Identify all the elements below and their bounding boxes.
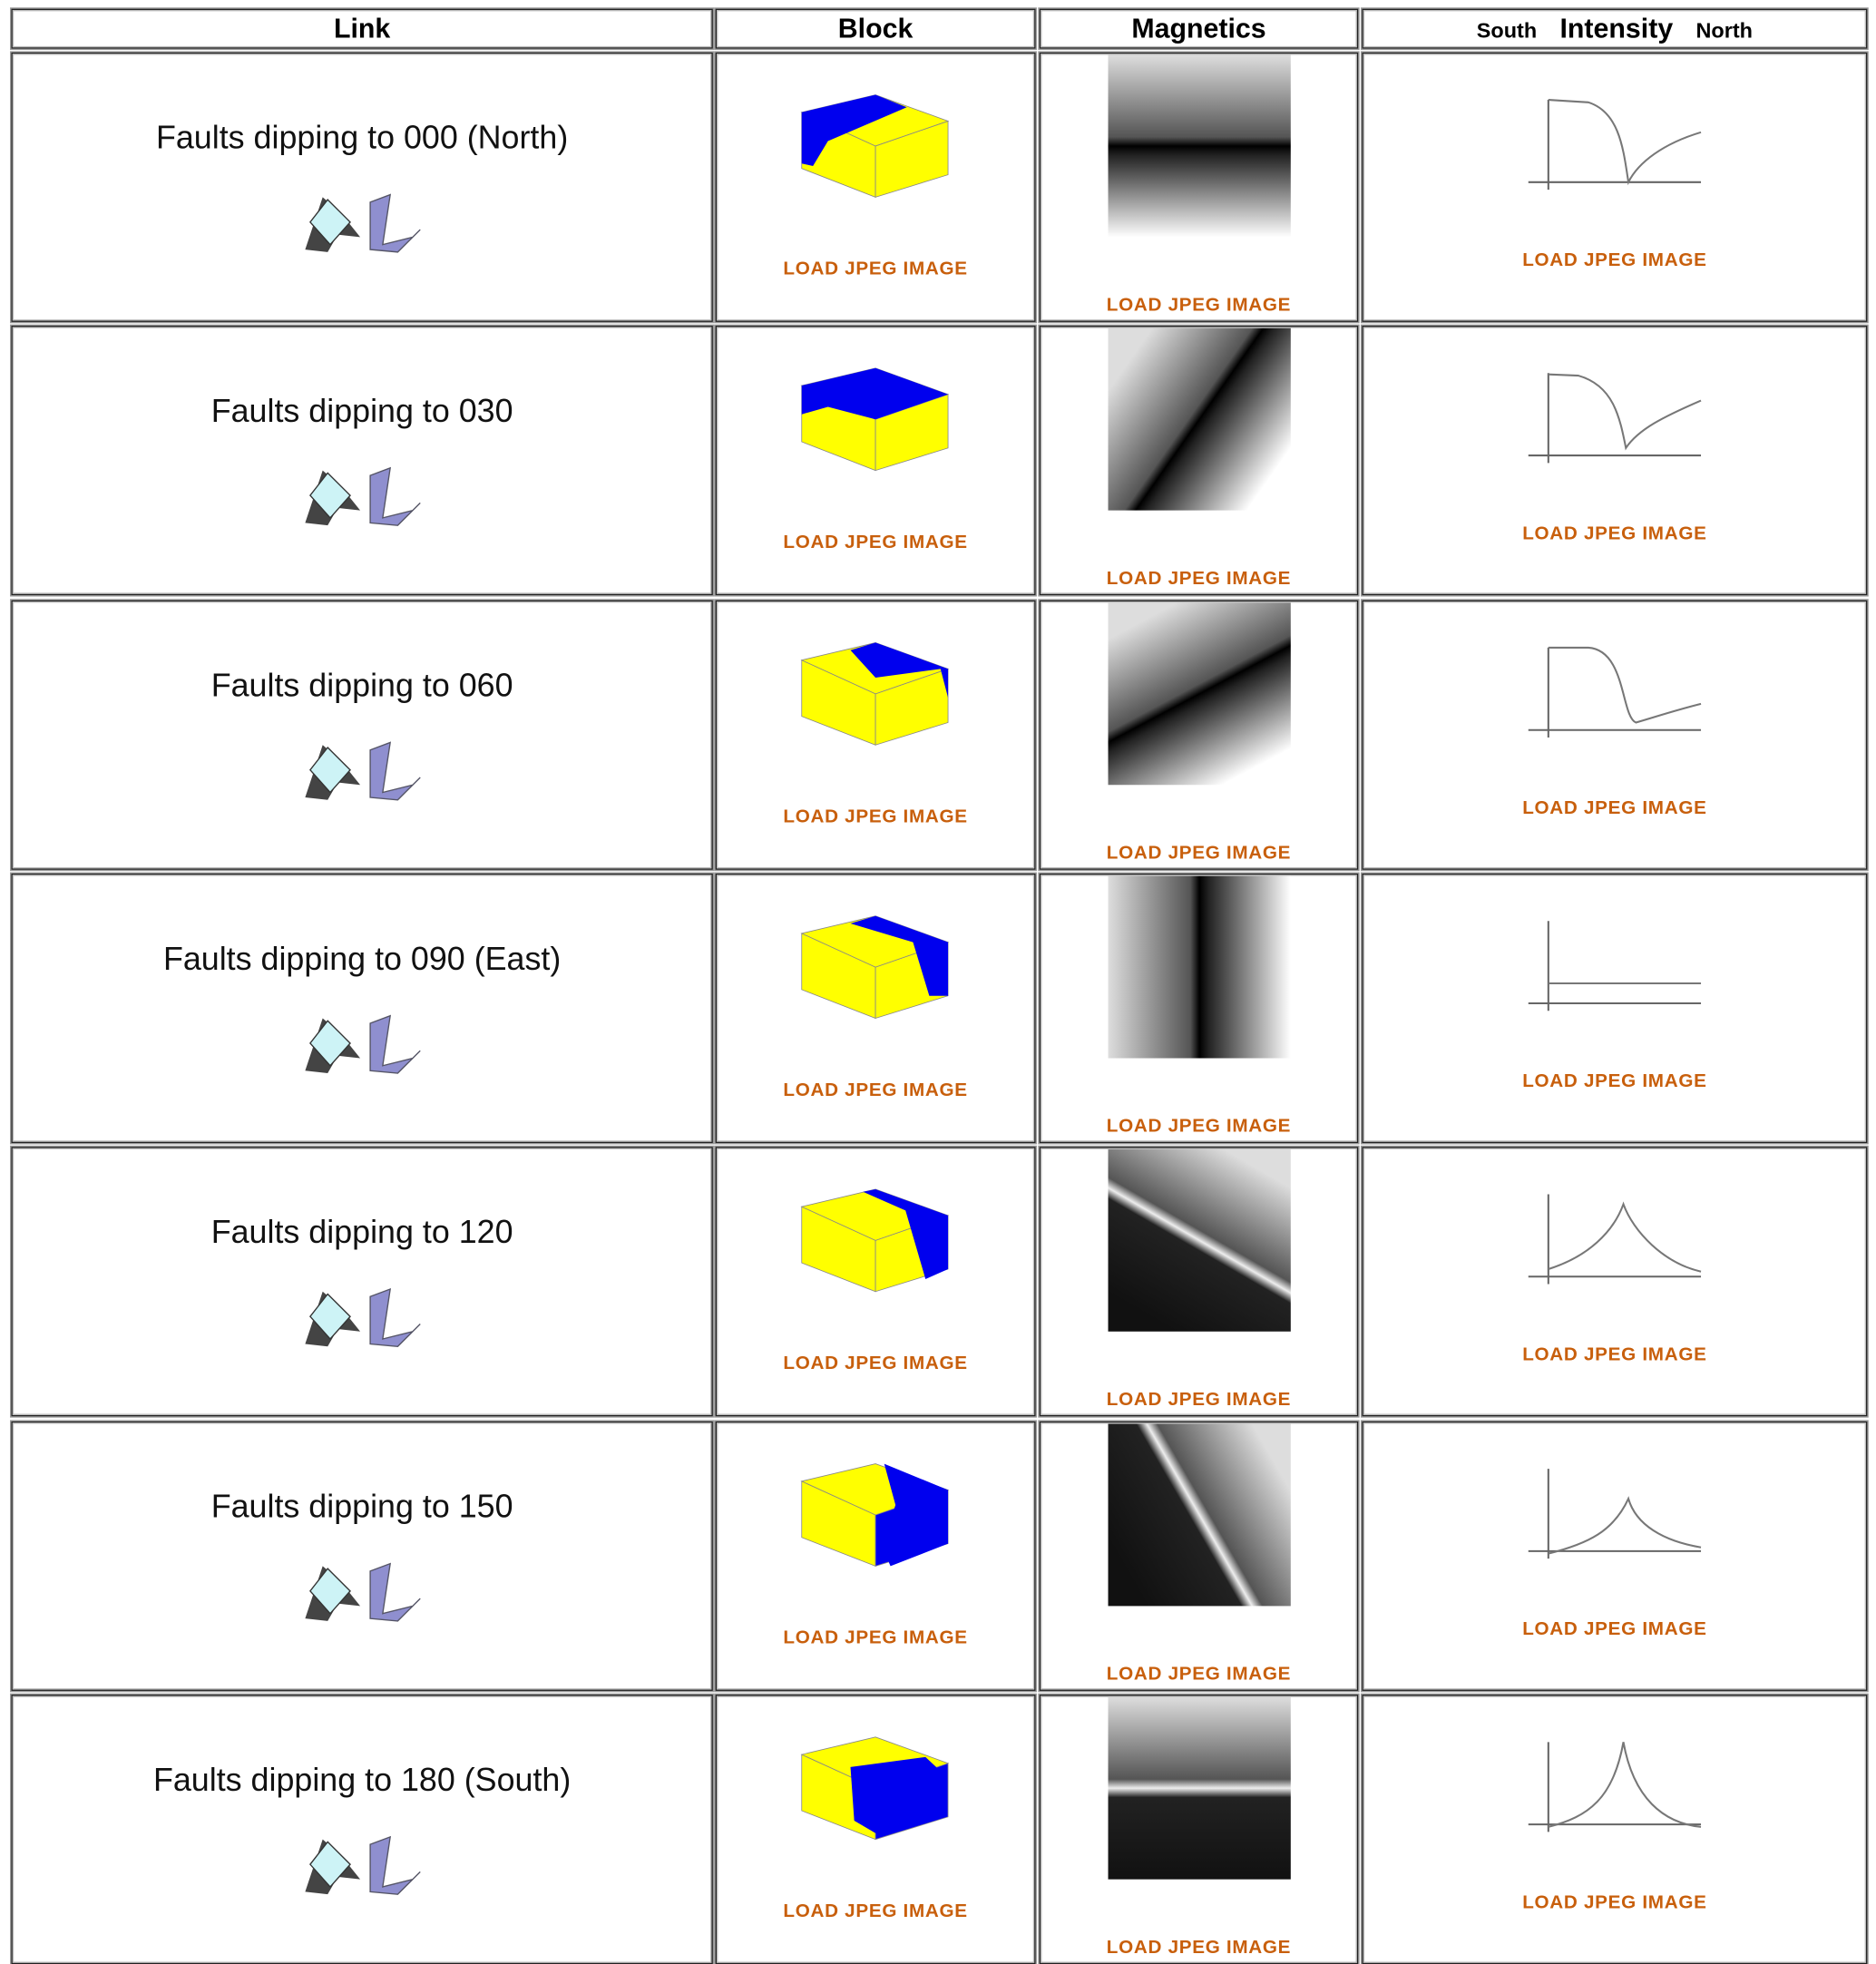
link-cell: Faults dipping to 120	[11, 1147, 713, 1417]
link-cell: Faults dipping to 000 (North)	[11, 52, 713, 322]
load-jpeg-link[interactable]: LOAD JPEG IMAGE	[783, 1079, 968, 1101]
load-jpeg-link[interactable]: LOAD JPEG IMAGE	[783, 1627, 968, 1648]
header-cell: Magnetics	[1039, 8, 1359, 49]
fault-link-text: Faults dipping to 120	[210, 1213, 513, 1251]
block-cell: LOAD JPEG IMAGE	[715, 873, 1036, 1143]
load-jpeg-link[interactable]: LOAD JPEG IMAGE	[1522, 523, 1707, 545]
block-cell: LOAD JPEG IMAGE	[715, 600, 1036, 870]
intensity-cell: LOAD JPEG IMAGE	[1362, 873, 1868, 1143]
header-text: Link	[333, 12, 391, 44]
magnetics-cell: LOAD JPEG IMAGE	[1039, 600, 1359, 870]
load-jpeg-link[interactable]: LOAD JPEG IMAGE	[783, 1900, 968, 1922]
block-cell: LOAD JPEG IMAGE	[715, 1694, 1036, 1964]
link-cell: Faults dipping to 150	[11, 1421, 713, 1691]
magnetics-cell: LOAD JPEG IMAGE	[1039, 326, 1359, 596]
header-cell: Block	[715, 8, 1036, 49]
load-jpeg-link[interactable]: LOAD JPEG IMAGE	[1106, 1662, 1292, 1685]
load-jpeg-link[interactable]: LOAD JPEG IMAGE	[1106, 294, 1292, 317]
header-text: South	[1476, 18, 1538, 43]
header-text: Block	[837, 12, 914, 44]
block-cell: LOAD JPEG IMAGE	[715, 1147, 1036, 1417]
magnetics-cell: LOAD JPEG IMAGE	[1039, 873, 1359, 1143]
fault-link-text: Faults dipping to 000 (North)	[155, 118, 569, 156]
link-cell: Faults dipping to 180 (South)	[11, 1694, 713, 1964]
load-jpeg-link[interactable]: LOAD JPEG IMAGE	[783, 1353, 968, 1374]
fault-link-text: Faults dipping to 060	[210, 666, 513, 704]
load-jpeg-link[interactable]: LOAD JPEG IMAGE	[783, 258, 968, 280]
load-jpeg-link[interactable]: LOAD JPEG IMAGE	[1522, 1617, 1707, 1639]
fault-link-text: Faults dipping to 150	[210, 1487, 513, 1525]
header-cell: Link	[11, 8, 713, 49]
header-text: Intensity	[1559, 12, 1674, 44]
load-jpeg-link[interactable]: LOAD JPEG IMAGE	[1106, 841, 1292, 864]
load-jpeg-link[interactable]: LOAD JPEG IMAGE	[783, 806, 968, 827]
link-cell: Faults dipping to 030	[11, 326, 713, 596]
intensity-cell: LOAD JPEG IMAGE	[1362, 600, 1868, 870]
load-jpeg-link[interactable]: LOAD JPEG IMAGE	[783, 532, 968, 553]
header-text: Magnetics	[1131, 12, 1266, 44]
fault-link-text: Faults dipping to 180 (South)	[152, 1760, 572, 1798]
magnetics-cell: LOAD JPEG IMAGE	[1039, 1694, 1359, 1964]
block-cell: LOAD JPEG IMAGE	[715, 1421, 1036, 1691]
intensity-cell: LOAD JPEG IMAGE	[1362, 1147, 1868, 1417]
magnetics-cell: LOAD JPEG IMAGE	[1039, 1421, 1359, 1691]
link-cell: Faults dipping to 060	[11, 600, 713, 870]
load-jpeg-link[interactable]: LOAD JPEG IMAGE	[1522, 796, 1707, 818]
magnetics-cell: LOAD JPEG IMAGE	[1039, 1147, 1359, 1417]
intensity-cell: LOAD JPEG IMAGE	[1362, 1421, 1868, 1691]
block-cell: LOAD JPEG IMAGE	[715, 326, 1036, 596]
intensity-cell: LOAD JPEG IMAGE	[1362, 52, 1868, 322]
link-cell: Faults dipping to 090 (East)	[11, 873, 713, 1143]
load-jpeg-link[interactable]: LOAD JPEG IMAGE	[1522, 1891, 1707, 1913]
header-text: North	[1695, 18, 1753, 43]
magnetics-cell: LOAD JPEG IMAGE	[1039, 52, 1359, 322]
load-jpeg-link[interactable]: LOAD JPEG IMAGE	[1522, 249, 1707, 271]
block-cell: LOAD JPEG IMAGE	[715, 52, 1036, 322]
intensity-cell: LOAD JPEG IMAGE	[1362, 1694, 1868, 1964]
load-jpeg-link[interactable]: LOAD JPEG IMAGE	[1106, 1389, 1292, 1411]
header-cell: South Intensity North	[1362, 8, 1868, 49]
load-jpeg-link[interactable]: LOAD JPEG IMAGE	[1106, 1115, 1292, 1138]
load-jpeg-link[interactable]: LOAD JPEG IMAGE	[1522, 1070, 1707, 1092]
fault-link-text: Faults dipping to 030	[210, 392, 513, 430]
load-jpeg-link[interactable]: LOAD JPEG IMAGE	[1106, 1936, 1292, 1959]
load-jpeg-link[interactable]: LOAD JPEG IMAGE	[1106, 568, 1292, 590]
load-jpeg-link[interactable]: LOAD JPEG IMAGE	[1522, 1344, 1707, 1366]
intensity-cell: LOAD JPEG IMAGE	[1362, 326, 1868, 596]
fault-link-text: Faults dipping to 090 (East)	[162, 939, 562, 977]
